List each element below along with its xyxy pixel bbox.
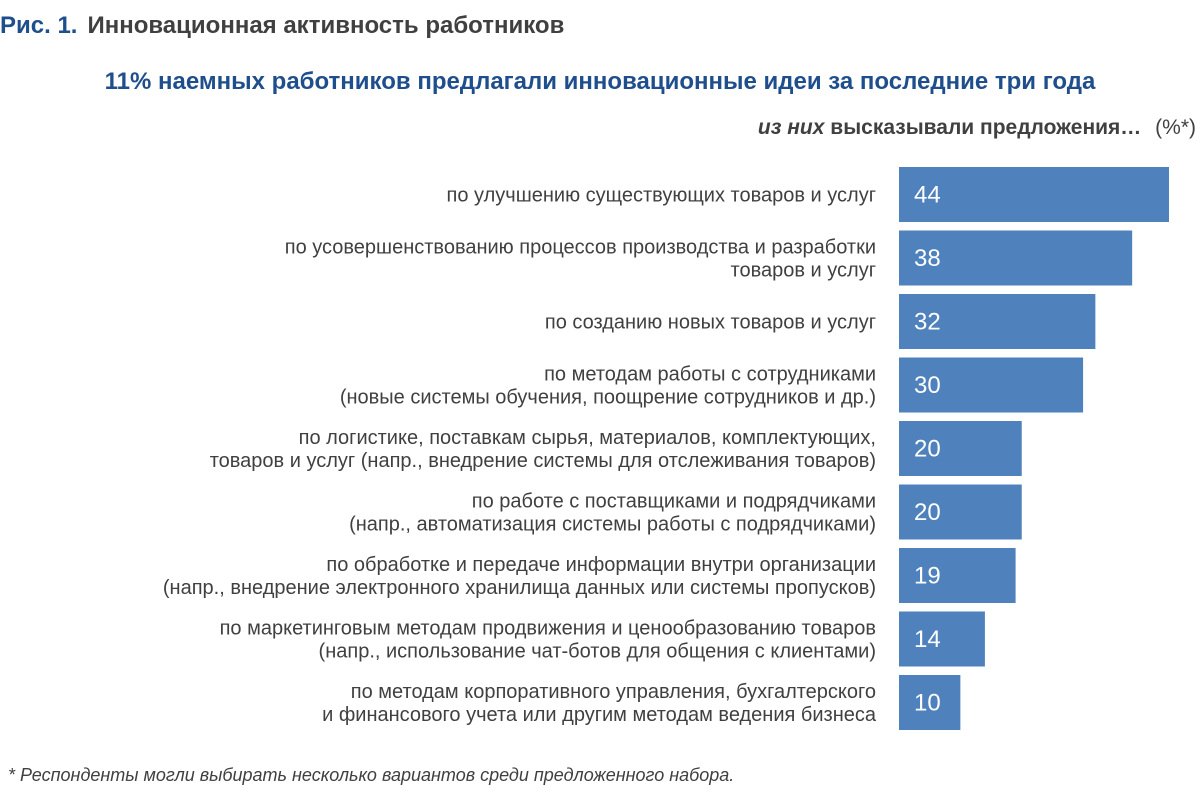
category-label-line: по улучшению существующих товаров и услу… xyxy=(447,185,876,207)
category-label-line: по обработке и передаче информации внутр… xyxy=(326,554,876,576)
bar-6 xyxy=(899,484,1022,540)
value-label-6: 20 xyxy=(914,499,941,526)
category-label-line: товаров и услуг (напр., внедрение систем… xyxy=(210,450,876,472)
category-label-line: по усовершенствованию процессов производ… xyxy=(285,237,876,259)
subheading-text: высказывали предложения… xyxy=(830,116,1142,139)
bar-9 xyxy=(899,675,961,730)
bar-2 xyxy=(899,230,1133,286)
value-label-4: 30 xyxy=(914,372,941,399)
category-label-line: товаров и услуг xyxy=(731,260,876,282)
category-label-line: по маркетинговым методам продвижения и ц… xyxy=(220,618,876,640)
category-label-7: по обработке и передаче информации внутр… xyxy=(163,554,876,599)
value-label-2: 38 xyxy=(914,245,941,272)
bar-5 xyxy=(899,421,1022,476)
value-label-5: 20 xyxy=(914,436,941,463)
bar-4 xyxy=(899,357,1084,413)
chart-subheading: из них высказывали предложения… (%*) xyxy=(758,116,1196,140)
category-label-2: по усовершенствованию процессов производ… xyxy=(285,237,876,282)
figure-title-text: Инновационная активность работников xyxy=(87,12,565,39)
category-label-5: по логистике, поставкам сырья, материало… xyxy=(210,427,876,472)
value-label-3: 32 xyxy=(914,309,941,336)
bar-chart: 44 по улучшению существующих товаров и ус… xyxy=(163,167,1169,730)
chart-headline: 11% наемных работников предлагали иннова… xyxy=(104,68,1096,95)
category-label-line: по методам корпоративного управления, бу… xyxy=(351,681,876,703)
category-label-line: (новые системы обучения, поощрение сотру… xyxy=(340,387,876,409)
value-label-9: 10 xyxy=(914,690,941,717)
category-label-line: по созданию новых товаров и услуг xyxy=(545,312,876,334)
figure-number: Рис. 1. xyxy=(0,12,78,39)
value-label-1: 44 xyxy=(914,182,941,209)
category-label-line: по методам работы с сотрудниками xyxy=(544,364,876,386)
value-label-8: 14 xyxy=(914,626,941,653)
bar-3 xyxy=(899,294,1096,349)
category-label-9: по методам корпоративного управления, бу… xyxy=(322,681,877,726)
bar-8 xyxy=(899,611,985,667)
bar-1 xyxy=(899,167,1169,222)
category-label-line: по работе с поставщиками и подрядчиками xyxy=(472,491,876,513)
subheading-unit: (%*) xyxy=(1155,116,1196,139)
footnote: * Респонденты могли выбирать несколько в… xyxy=(8,765,735,785)
category-label-4: по методам работы с сотрудниками (новые с… xyxy=(340,364,876,409)
category-label-line: (напр., внедрение электронного хранилища… xyxy=(163,577,876,599)
category-label-line: (напр., автоматизация системы работы с п… xyxy=(349,514,876,536)
category-label-line: (напр., использование чат-ботов для обще… xyxy=(319,641,876,663)
category-label-1: по улучшению существующих товаров и услу… xyxy=(447,185,876,207)
category-label-6: по работе с поставщиками и подрядчиками(… xyxy=(349,491,876,536)
category-label-line: по логистике, поставкам сырья, материало… xyxy=(299,427,876,449)
figure-title: Рис. 1. Инновационная активность работник… xyxy=(0,12,564,40)
category-label-3: по созданию новых товаров и услуг xyxy=(545,312,876,334)
category-label-8: по маркетинговым методам продвижения и ц… xyxy=(220,618,876,663)
category-label-line: и финансового учета или другим методам в… xyxy=(322,704,877,726)
subheading-emphasis: из них xyxy=(757,116,825,139)
bar-7 xyxy=(899,548,1016,603)
value-label-7: 19 xyxy=(914,563,941,590)
